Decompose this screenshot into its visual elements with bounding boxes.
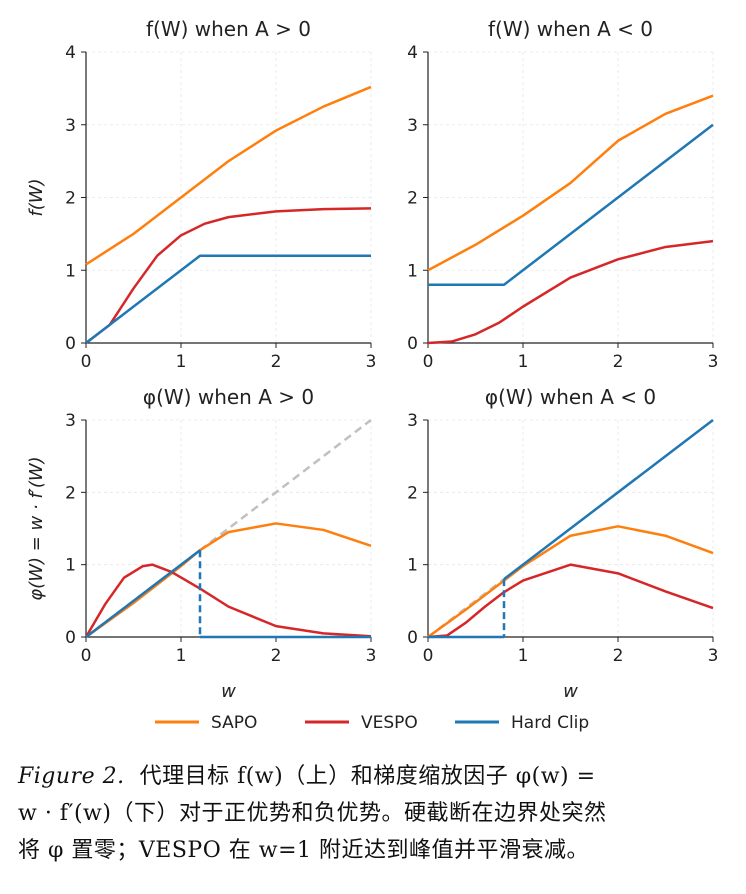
y-tick-label: 1 <box>407 556 418 576</box>
y-tick-label: 4 <box>65 43 76 63</box>
legend-label: Hard Clip <box>511 713 589 733</box>
legend-label: VESPO <box>361 713 418 733</box>
y-tick-label: 3 <box>65 411 76 431</box>
x-tick-label: 3 <box>366 646 377 666</box>
legend-label: SAPO <box>211 713 257 733</box>
chart-title: f(W) when A < 0 <box>488 17 653 41</box>
x-tick-label: 1 <box>518 352 529 372</box>
x-axis-label: w <box>563 681 578 702</box>
x-tick-label: 0 <box>423 646 434 666</box>
y-tick-label: 3 <box>407 411 418 431</box>
y-tick-label: 2 <box>65 189 76 209</box>
series-line-hard-clip <box>428 123 714 287</box>
series-line-vespo <box>84 563 372 638</box>
chart-title: f(W) when A > 0 <box>146 17 311 41</box>
x-tick-label: 2 <box>271 646 282 666</box>
y-tick-label: 0 <box>65 334 76 354</box>
caption-line: w · f′(w)（下）对于正优势和负优势。硬截断在边界处突然 <box>18 801 607 826</box>
y-tick-label: 4 <box>407 43 418 63</box>
x-tick-label: 0 <box>423 352 434 372</box>
x-tick-label: 1 <box>176 646 187 666</box>
y-tick-label: 3 <box>407 116 418 136</box>
y-axis-label: φ(W) = w · f′(W) <box>26 456 47 600</box>
series-line-sapo <box>427 525 714 639</box>
series-line-sapo <box>85 85 372 266</box>
x-tick-label: 2 <box>271 352 282 372</box>
series-line-hard-clip <box>85 254 371 344</box>
y-tick-label: 2 <box>407 483 418 503</box>
series-line-sapo <box>427 94 714 272</box>
series-line-vespo <box>85 207 372 344</box>
y-tick-label: 0 <box>407 334 418 354</box>
x-tick-label: 1 <box>176 352 187 372</box>
chart-title: φ(W) when A < 0 <box>485 385 656 409</box>
y-tick-label: 0 <box>407 628 418 648</box>
series-line-sapo <box>85 522 372 639</box>
y-tick-label: 2 <box>407 189 418 209</box>
x-tick-label: 3 <box>708 352 719 372</box>
y-tick-label: 2 <box>65 483 76 503</box>
series-line-hard-clip <box>85 549 201 638</box>
y-tick-label: 3 <box>65 116 76 136</box>
y-tick-label: 1 <box>65 261 76 281</box>
figure: 0 1 2 3 0 1 2 3 4 f(W) when A > 0 f(W) 0 1 2 3 0 1 2 3 4 f(W… <box>26 17 719 733</box>
caption-line: 将 φ 置零；VESPO 在 w=1 附近达到峰值并平滑衰减。 <box>18 838 589 863</box>
x-tick-label: 1 <box>518 646 529 666</box>
series-line-vespo <box>427 239 714 345</box>
x-tick-label: 2 <box>613 352 624 372</box>
y-tick-label: 0 <box>65 628 76 648</box>
series-line-hard-clip <box>503 419 714 581</box>
x-tick-label: 3 <box>366 352 377 372</box>
x-tick-label: 3 <box>708 646 719 666</box>
y-tick-label: 1 <box>65 556 76 576</box>
x-tick-label: 0 <box>81 352 92 372</box>
caption-line: 代理目标 f(w)（上）和梯度缩放因子 φ(w) = <box>139 764 596 789</box>
x-tick-label: 2 <box>613 646 624 666</box>
figure-caption: Figure 2. 代理目标 f(w)（上）和梯度缩放因子 φ(w) = w ·… <box>18 758 733 869</box>
caption-lead: Figure 2. <box>18 764 125 789</box>
x-axis-label: w <box>221 681 236 702</box>
y-axis-label: f(W) <box>26 178 47 216</box>
y-tick-label: 1 <box>407 261 418 281</box>
chart-title: φ(W) when A > 0 <box>143 385 314 409</box>
series-line-vespo <box>427 563 714 639</box>
x-tick-label: 0 <box>81 646 92 666</box>
